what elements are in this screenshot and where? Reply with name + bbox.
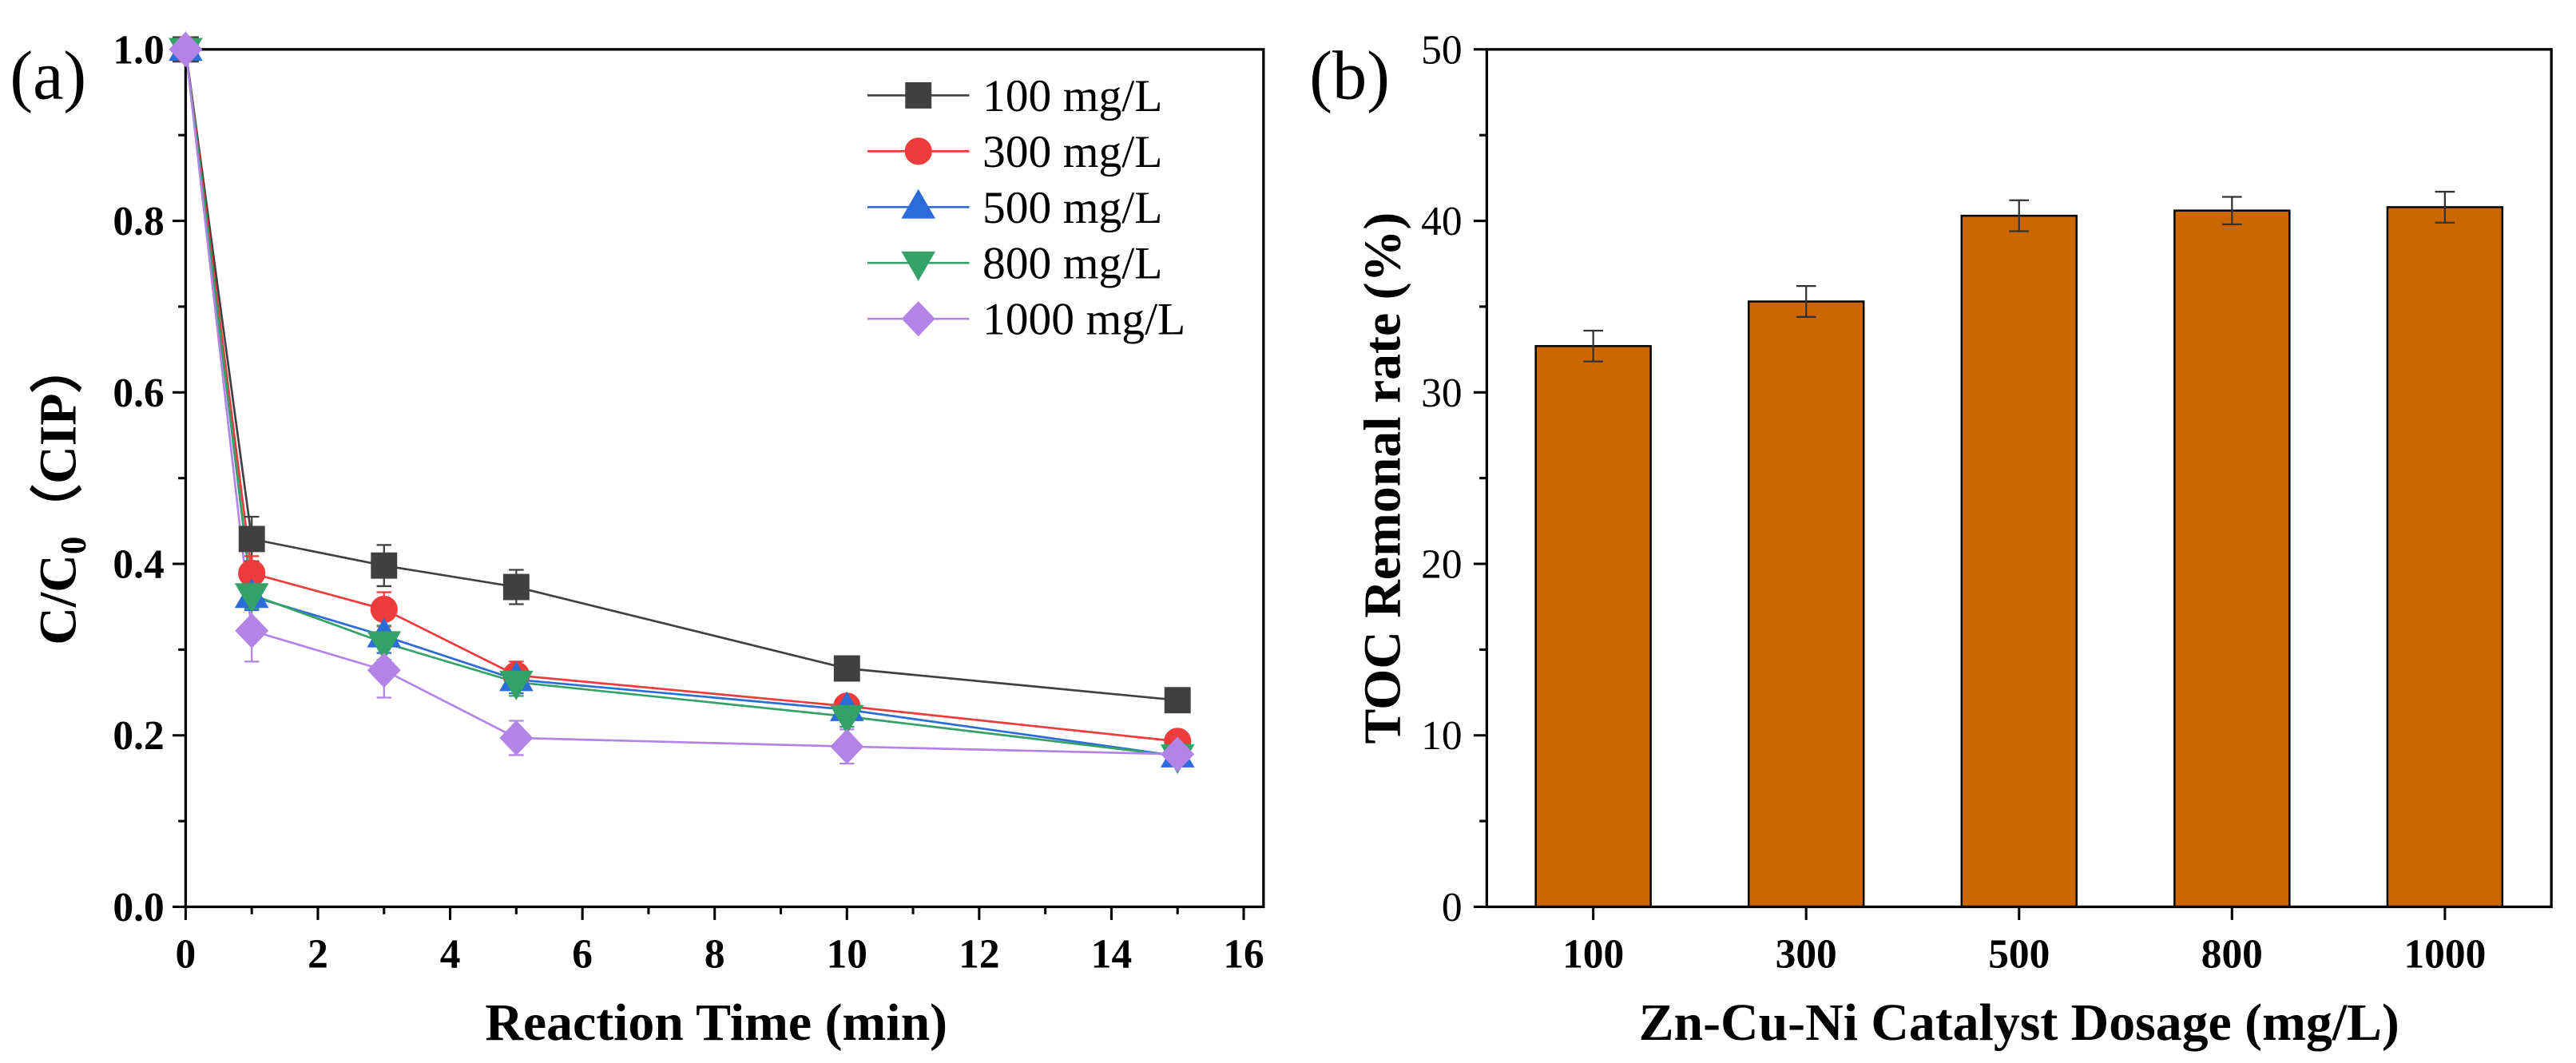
- legend-marker-triangle-down: [901, 251, 936, 281]
- y-tick-label: 0.6: [113, 371, 164, 416]
- x-tick-label: 300: [1776, 932, 1837, 978]
- y-tick-label: 40: [1421, 199, 1462, 244]
- y-tick-label: 0.4: [113, 542, 164, 588]
- x-tick-label: 6: [572, 932, 593, 978]
- data-point-800-mg-l: [829, 704, 864, 735]
- error-bar-800: [2221, 196, 2242, 225]
- legend-entry-300-mg-l: 300 mg/L: [867, 127, 1162, 177]
- panel-a-plot: 0 2 4 6 8 10 12 14 16 0.0 0.2 0.4 0.6 0.8 1.0 100 mg/L 3…: [113, 27, 1265, 978]
- x-tick-label: 8: [705, 932, 725, 978]
- data-point-800-mg-l: [234, 583, 269, 613]
- panel-a-line-chart: (a) 0 2 4 6 8 10 12 14 16 0.0 0.2 0.4 0.6 0.8 1.0 100 m…: [10, 27, 1265, 1052]
- panel-a-y-axis-title-suffix: （CIP）: [30, 341, 88, 537]
- bar-800: [2173, 209, 2291, 908]
- data-point-1000-mg-l: [235, 613, 269, 649]
- data-point-1000-mg-l: [367, 652, 401, 688]
- panel-a-data-points: [169, 31, 1195, 775]
- panel-b-x-axis-title: Zn-Cu-Ni Catalyst Dosage (mg/L): [1639, 994, 2399, 1052]
- bar-100: [1534, 345, 1652, 908]
- data-point-100-mg-l: [238, 526, 265, 553]
- series-line-100-mg-l: [185, 49, 1178, 702]
- data-point-800-mg-l: [499, 670, 534, 700]
- panel-b-bar-chart: (b) 0 10 20 30 40 50 100 300 500 800 1000 Zn-Cu-Ni…: [1309, 27, 2553, 1052]
- legend-label: 1000 mg/L: [982, 295, 1185, 345]
- error-bar-300: [1796, 285, 1816, 318]
- panel-b-axes: 0 10 20 30 40 50 100 300 500 800 1000: [1421, 27, 2486, 977]
- panel-b-frame: [1485, 48, 2553, 909]
- error-bar-100: [1583, 329, 1603, 363]
- panel-b-plot: 0 10 20 30 40 50 100 300 500 800 1000: [1421, 27, 2553, 978]
- y-tick-label: 1.0: [113, 27, 164, 73]
- legend-label: 800 mg/L: [982, 239, 1163, 289]
- x-tick-label: 4: [440, 932, 461, 978]
- legend-marker-square: [905, 81, 932, 109]
- legend-entry-100-mg-l: 100 mg/L: [867, 71, 1162, 121]
- x-tick-label: 100: [1562, 932, 1624, 978]
- x-tick-label: 10: [827, 932, 867, 978]
- data-point-100-mg-l: [833, 655, 860, 682]
- y-tick-label: 20: [1421, 542, 1462, 588]
- panel-a-y-axis-title-main: C/C: [30, 554, 88, 645]
- bar-1000: [2386, 206, 2504, 908]
- panel-b-y-axis-title: TOC Remonal rate (%): [1353, 212, 1411, 744]
- y-tick-label: 30: [1421, 371, 1462, 416]
- data-point-100-mg-l: [371, 552, 398, 579]
- legend-marker-diamond: [901, 301, 935, 337]
- y-tick-label: 0: [1442, 885, 1463, 930]
- panel-a-y-axis-title: C/C0（CIP）: [30, 341, 93, 645]
- panel-a-label: (a): [10, 38, 86, 114]
- x-tick-label: 14: [1091, 932, 1132, 978]
- data-point-1000-mg-l: [830, 728, 864, 764]
- legend-entry-500-mg-l: 500 mg/L: [867, 183, 1162, 233]
- legend-label: 300 mg/L: [982, 127, 1163, 177]
- legend-label: 500 mg/L: [982, 183, 1163, 233]
- x-tick-label: 1000: [2403, 932, 2486, 978]
- x-tick-label: 16: [1223, 932, 1264, 978]
- data-point-1000-mg-l: [499, 720, 534, 756]
- panel-b-error-bars: [1583, 190, 2455, 363]
- x-tick-label: 2: [308, 932, 328, 978]
- bar-500: [1960, 214, 2078, 908]
- x-tick-label: 800: [2201, 932, 2263, 978]
- panel-a-y-axis-title-subscript: 0: [54, 537, 93, 555]
- data-point-1000-mg-l: [1161, 736, 1195, 772]
- data-point-100-mg-l: [502, 573, 530, 601]
- y-tick-label: 50: [1421, 27, 1462, 73]
- panel-b-label: (b): [1309, 38, 1390, 114]
- legend-label: 100 mg/L: [982, 71, 1163, 121]
- legend-marker-circle: [904, 137, 932, 165]
- panel-b-bars: [1534, 206, 2504, 908]
- panel-a-axes: 0 2 4 6 8 10 12 14 16 0.0 0.2 0.4 0.6 0.8 1.0: [113, 27, 1265, 978]
- y-tick-label: 10: [1421, 713, 1462, 759]
- panel-a-x-axis-title: Reaction Time (min): [485, 994, 947, 1052]
- data-point-1000-mg-l: [169, 31, 203, 67]
- error-bar-1000: [2435, 190, 2455, 224]
- data-point-100-mg-l: [1164, 687, 1191, 714]
- x-tick-label: 12: [959, 932, 999, 978]
- legend-entry-1000-mg-l: 1000 mg/L: [867, 295, 1185, 345]
- y-tick-label: 0.0: [113, 885, 164, 930]
- series-line-300-mg-l: [185, 49, 1178, 743]
- x-tick-label: 0: [176, 932, 196, 978]
- legend-entry-800-mg-l: 800 mg/L: [867, 239, 1162, 289]
- bar-300: [1747, 300, 1865, 908]
- series-line-800-mg-l: [185, 49, 1178, 757]
- panel-a-legend: 100 mg/L 300 mg/L 500 mg/L 800 mg/L 1000 mg/…: [867, 71, 1185, 345]
- y-tick-label: 0.8: [113, 199, 164, 244]
- legend-marker-triangle-up: [901, 188, 936, 219]
- error-bar-500: [2009, 199, 2030, 232]
- x-tick-label: 500: [1988, 932, 2050, 978]
- panel-a-frame: [184, 48, 1265, 909]
- y-tick-label: 0.2: [113, 713, 164, 759]
- data-point-800-mg-l: [367, 631, 402, 661]
